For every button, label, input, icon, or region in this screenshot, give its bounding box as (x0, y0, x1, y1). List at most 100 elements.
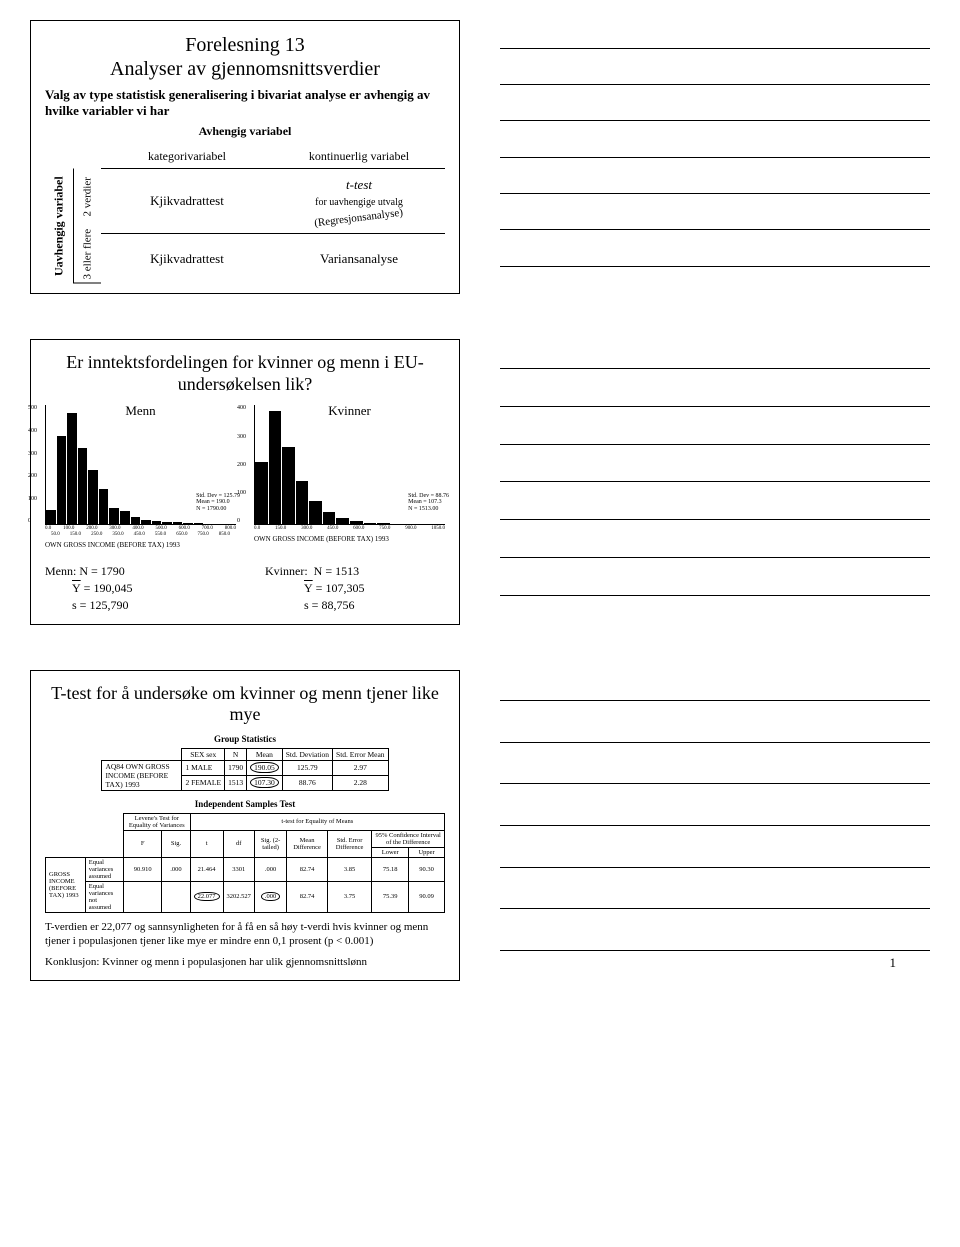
note-line (500, 867, 930, 868)
histogram-bar (57, 436, 67, 524)
histogram-bar (152, 521, 162, 525)
stats-kvinner: Kvinner: N = 1513 Y = 107,305 s = 88,756 (265, 563, 445, 613)
s3-para: T-verdien er 22,077 og sannsynligheten f… (45, 921, 445, 949)
t2-r2-f (123, 881, 161, 912)
row-3: T-test for å undersøke om kvinner og men… (30, 670, 930, 981)
kvinner-sidestats: Std. Dev = 88.76Mean = 107.3N = 1513.00 (408, 493, 449, 513)
xtick: 450.0 (134, 532, 145, 537)
histogram-bar (309, 501, 322, 525)
histogram-bar (364, 523, 377, 525)
page-number: 1 (890, 955, 897, 971)
slide1-subtitle: Valg av type statistisk generalisering i… (45, 87, 445, 118)
slide1-title2: Analyser av gjennomsnittsverdier (45, 57, 445, 81)
xtick: 850.0 (219, 532, 230, 537)
note-line (500, 444, 930, 445)
note-line (500, 700, 930, 701)
xtick: 550.0 (155, 532, 166, 537)
t1-r1-sex: 1 MALE (182, 760, 225, 775)
histogram-bar (336, 518, 349, 524)
histogram-bar (173, 522, 183, 524)
stats-menn-head: Menn: (45, 564, 76, 578)
s3-conclusion: Konklusjon: Kvinner og menn i populasjon… (45, 956, 445, 970)
ytick: 200 (28, 473, 37, 479)
t2-h-df: df (223, 830, 254, 857)
sidestat: N = 1790.00 (196, 506, 240, 513)
t2-r2-sig (162, 881, 190, 912)
xtick: 700.0 (202, 526, 213, 531)
indep-label: Uavhengig variabel (45, 169, 73, 283)
note-line (500, 950, 930, 951)
t2-h-sig: Sig. (162, 830, 190, 857)
histogram-bar (141, 520, 151, 525)
note-line (500, 783, 930, 784)
histogram-bar (255, 462, 268, 524)
cell-r1c2-sub: for uavhengige utvalg (315, 197, 403, 208)
t2-h-upper: Upper (409, 847, 445, 857)
histogram-bar (282, 447, 295, 524)
sidestat: Std. Dev = 88.76 (408, 493, 449, 500)
t2-r2-md: 82.74 (287, 881, 328, 912)
t1-h-sd: Std. Deviation (282, 748, 332, 760)
cell-r1c2: t-test for uavhengige utvalg (Regresjons… (273, 169, 445, 233)
stats-kvinner-n: N = 1513 (314, 564, 359, 578)
xtick: 600.0 (353, 526, 364, 531)
ytick: 500 (28, 405, 37, 411)
xtick: 500.0 (155, 526, 166, 531)
t2-r1-label: Equal variances assumed (85, 857, 123, 881)
t2-r2-sig2: .000 (254, 881, 286, 912)
xtick: 150.0 (275, 526, 286, 531)
slide2-title: Er inntektsfordelingen for kvinner og me… (45, 352, 445, 395)
ytick: 0 (237, 518, 246, 524)
note-line (500, 157, 930, 158)
s3-tbl2-title: Independent Samples Test (45, 799, 445, 809)
col-header-1: kategorivariabel (101, 145, 273, 169)
note-line (500, 742, 930, 743)
note-line (500, 193, 930, 194)
xtick: 150.0 (70, 532, 81, 537)
t1-h-mean: Mean (247, 748, 283, 760)
xtick: 600.0 (179, 526, 190, 531)
note-line (500, 368, 930, 369)
t2-r2-df: 3202.527 (223, 881, 254, 912)
t2-h-ci: 95% Confidence Interval of the Differenc… (372, 830, 445, 847)
sidestat: Std. Dev = 125.79 (196, 493, 240, 500)
chart-menn: Menn 5004003002001000 Std. Dev = 125.79M… (45, 401, 236, 549)
histogram-bar (204, 524, 214, 525)
stats-menn-ybar: = 190,045 (84, 581, 133, 595)
slide-3: T-test for å undersøke om kvinner og men… (30, 670, 460, 981)
xtick: 1050.0 (431, 526, 445, 531)
t2-r2-sed: 3.75 (327, 881, 371, 912)
chart-kvinner: Kvinner 4003002001000 Std. Dev = 88.76Me… (254, 401, 445, 549)
cell-r1c2-extra: (Regresjonsanalyse) (314, 207, 404, 230)
xtick: 250.0 (91, 532, 102, 537)
histogram-bar (194, 523, 204, 524)
t2-r1-sig2: .000 (254, 857, 286, 881)
histogram-bar (109, 508, 119, 525)
xtick: 350.0 (112, 532, 123, 537)
menn-sidestats: Std. Dev = 125.79Mean = 190.0N = 1790.00 (196, 493, 240, 513)
xtick: 900.0 (405, 526, 416, 531)
xtick: 0.0 (45, 526, 51, 531)
note-line (500, 48, 930, 49)
menn-xticks: 0.0100.0200.0300.0400.0500.0600.0700.080… (45, 526, 236, 531)
s3-tbl1-title: Group Statistics (45, 734, 445, 744)
note-line (500, 406, 930, 407)
t1-r1-n: 1790 (225, 760, 247, 775)
row-1: Forelesning 13 Analyser av gjennomsnitts… (30, 20, 930, 294)
slide1-depvar: Avhengig variabel (45, 124, 445, 139)
note-line (500, 266, 930, 267)
t2-r2-hi: 90.09 (409, 881, 445, 912)
col-header-2: kontinuerlig variabel (273, 145, 445, 169)
note-line (500, 229, 930, 230)
histogram-bar (323, 512, 336, 524)
cell-r2c2: Variansanalyse (273, 243, 445, 275)
xtick: 200.0 (86, 526, 97, 531)
histogram-bar (46, 510, 56, 524)
stats-menn-n: N = 1790 (79, 564, 124, 578)
row-2: Er inntektsfordelingen for kvinner og me… (30, 339, 930, 625)
histogram-bar (99, 489, 109, 525)
sidestat: N = 1513.00 (408, 506, 449, 513)
kvinner-xticks: 0.0150.0300.0450.0600.0750.0900.01050.0 (254, 526, 445, 531)
xtick: 300.0 (109, 526, 120, 531)
t2-h-lower: Lower (372, 847, 409, 857)
